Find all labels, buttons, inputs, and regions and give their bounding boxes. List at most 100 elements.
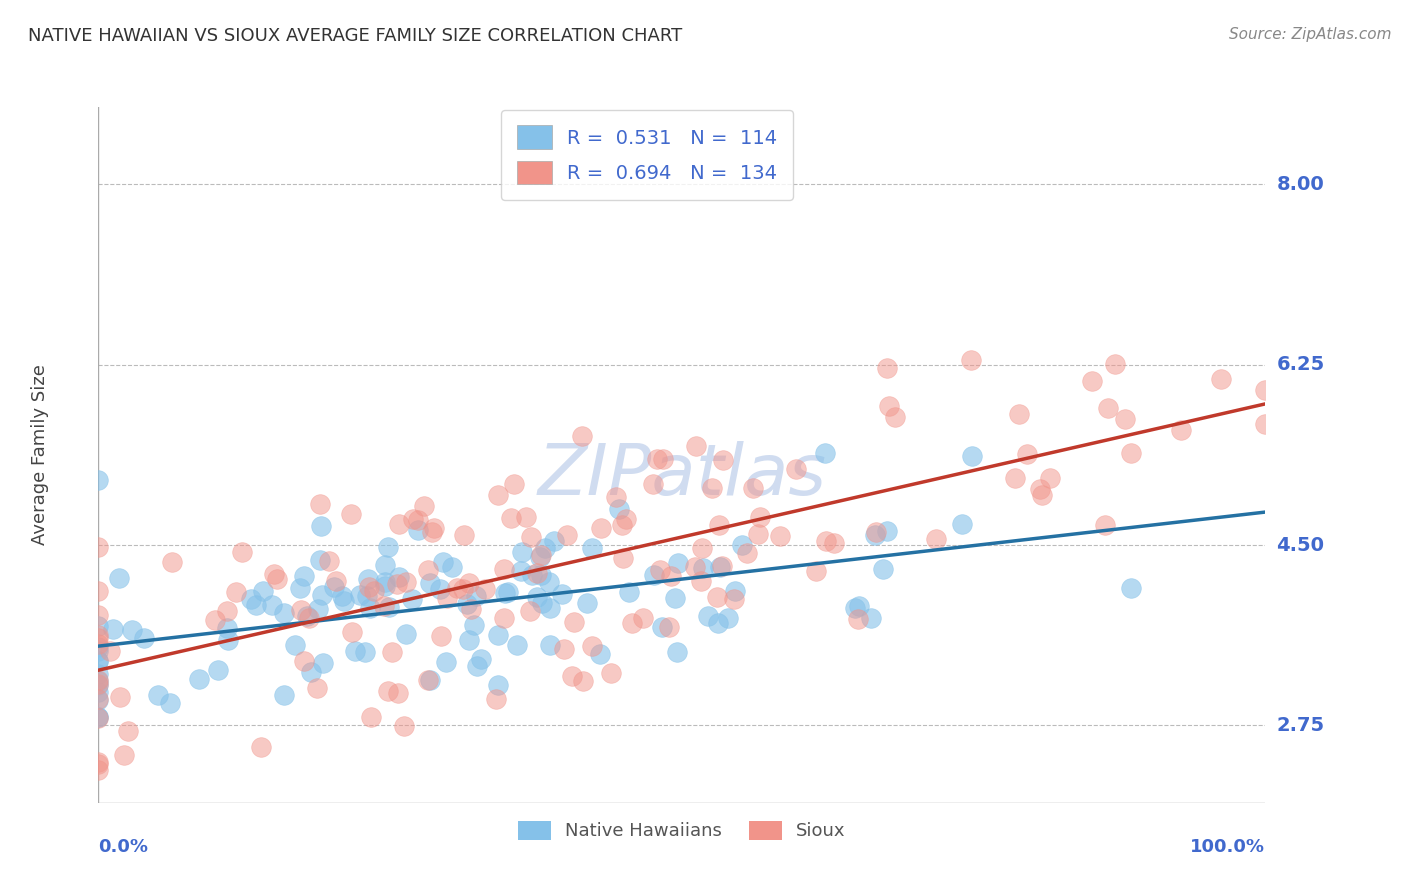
Point (576, 596, 599, 610)
Point (146, 688, 169, 702)
Point (101, 622, 124, 636)
Point (643, 568, 665, 582)
Point (402, 512, 425, 526)
Point (87, 640, 110, 654)
Point (846, 612, 869, 626)
Point (607, 502, 630, 516)
Point (537, 574, 560, 589)
Point (87, 711, 110, 725)
Point (1209, 371, 1232, 385)
Point (723, 592, 745, 607)
Point (707, 518, 730, 533)
Point (876, 524, 898, 538)
Point (325, 574, 347, 588)
Point (298, 610, 321, 624)
Point (463, 618, 485, 632)
Point (292, 568, 315, 582)
Point (87, 709, 110, 723)
Point (374, 574, 396, 589)
Point (534, 541, 557, 556)
Point (610, 517, 633, 532)
Point (231, 545, 253, 559)
Point (465, 658, 488, 673)
Point (591, 521, 613, 535)
Point (551, 586, 574, 600)
Point (215, 604, 238, 618)
Point (225, 585, 247, 599)
Point (87, 619, 110, 633)
Point (332, 593, 354, 607)
Point (87, 631, 110, 645)
Point (87, 755, 110, 769)
Point (494, 611, 516, 625)
Point (1017, 447, 1039, 461)
Point (87, 584, 110, 599)
Point (692, 560, 714, 574)
Point (496, 584, 519, 599)
Point (530, 595, 553, 609)
Point (87, 677, 110, 691)
Point (960, 449, 983, 463)
Point (530, 567, 553, 582)
Point (950, 516, 973, 531)
Legend: Native Hawaiians, Sioux: Native Hawaiians, Sioux (509, 812, 855, 849)
Point (87, 709, 110, 723)
Point (814, 446, 837, 460)
Point (240, 592, 263, 607)
Point (420, 524, 443, 539)
Point (520, 568, 543, 582)
Point (377, 540, 399, 554)
Point (1114, 411, 1136, 425)
Point (960, 353, 983, 368)
Point (394, 719, 416, 733)
Point (485, 691, 508, 706)
Point (823, 536, 845, 550)
Point (87, 474, 110, 488)
Point (526, 566, 548, 580)
Point (356, 589, 378, 603)
Point (1004, 471, 1026, 485)
Point (87, 637, 110, 651)
Point (659, 568, 682, 582)
Point (865, 528, 887, 542)
Point (188, 672, 211, 686)
Point (87, 608, 110, 623)
Point (373, 599, 395, 614)
Point (273, 607, 295, 621)
Point (731, 538, 754, 552)
Point (377, 684, 399, 698)
Point (429, 582, 451, 596)
Point (1080, 374, 1102, 388)
Point (747, 527, 769, 541)
Point (204, 613, 226, 627)
Point (457, 633, 479, 648)
Point (464, 590, 486, 604)
Point (848, 599, 870, 614)
Point (401, 591, 423, 606)
Point (685, 439, 707, 453)
Point (436, 656, 458, 670)
Text: 4.50: 4.50 (1277, 535, 1324, 555)
Point (589, 648, 612, 662)
Point (804, 565, 827, 579)
Point (311, 588, 333, 602)
Point (689, 574, 711, 588)
Point (395, 575, 418, 590)
Point (460, 601, 482, 615)
Point (614, 511, 637, 525)
Point (98, 643, 121, 657)
Point (252, 583, 274, 598)
Point (1097, 401, 1119, 416)
Point (312, 657, 335, 671)
Point (492, 562, 515, 576)
Point (1008, 407, 1031, 421)
Point (456, 597, 478, 611)
Text: 100.0%: 100.0% (1191, 838, 1265, 855)
Point (87, 673, 110, 688)
Point (440, 559, 463, 574)
Point (474, 582, 496, 596)
Point (530, 548, 553, 562)
Point (877, 400, 900, 414)
Text: NATIVE HAWAIIAN VS SIOUX AVERAGE FAMILY SIZE CORRELATION CHART: NATIVE HAWAIIAN VS SIOUX AVERAGE FAMILY … (28, 27, 682, 45)
Point (581, 639, 603, 653)
